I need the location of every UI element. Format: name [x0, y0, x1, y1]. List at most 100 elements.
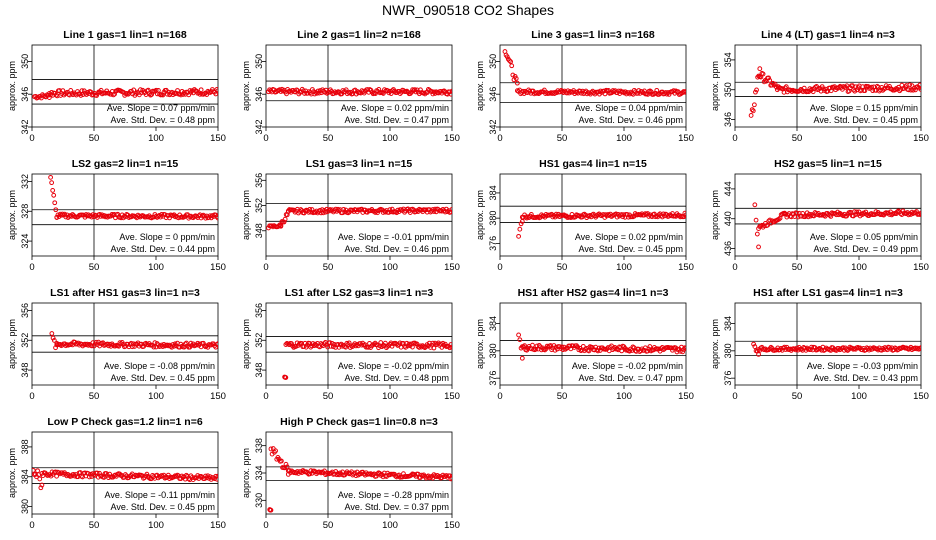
x-tick-label: 50	[557, 391, 568, 402]
x-tick-label: 100	[148, 391, 164, 402]
y-tick-label: 380	[20, 499, 30, 514]
y-tick-label: 332	[20, 174, 30, 189]
plot-frame	[265, 173, 453, 257]
x-tick-label: 50	[89, 133, 100, 144]
data-point	[918, 87, 921, 92]
data-point	[214, 87, 218, 92]
data-point	[32, 467, 36, 473]
data-point	[518, 221, 524, 227]
data-point	[283, 461, 289, 467]
chart-panel: Line 1 gas=1 lin=1 n=168 0 50 100 150 342 346 3…	[7, 29, 226, 144]
x-tick-label: 50	[557, 133, 568, 144]
std-annotation: Ave. Std. Dev. = 0.46 ppm	[345, 244, 449, 254]
data-point	[54, 214, 60, 220]
data-point	[751, 341, 756, 347]
y-tick-label: 342	[488, 119, 498, 134]
data-point	[808, 347, 813, 352]
data-point	[319, 342, 325, 348]
data-point	[654, 87, 660, 93]
data-point	[682, 210, 686, 216]
data-point	[542, 347, 548, 353]
x-tick-label: 150	[210, 133, 226, 144]
y-axis-label: approx. ppm	[475, 190, 485, 240]
data-point	[394, 210, 400, 216]
y-axis-label: approx. ppm	[241, 61, 251, 111]
chart-panel: Line 2 gas=1 lin=2 n=168 0 50 100 150 342 346 3…	[241, 29, 460, 144]
chart-panel: LS1 gas=3 lin=1 n=15 0 50 100 150 348 352 356ap…	[241, 158, 460, 273]
x-tick-label: 0	[732, 133, 737, 144]
slope-annotation: Ave. Slope = 0.15 ppm/min	[810, 103, 918, 113]
data-point	[844, 83, 850, 89]
data-point	[280, 88, 286, 94]
data-point	[343, 207, 349, 213]
plot-frame	[734, 302, 922, 386]
data-point	[906, 212, 911, 218]
plot-frame	[31, 44, 219, 128]
data-point	[205, 473, 211, 479]
data-point	[152, 340, 158, 346]
chart-panel: LS2 gas=2 lin=1 n=15 0 50 100 150 324 328 332ap…	[7, 158, 226, 273]
data-point	[33, 472, 38, 477]
slope-annotation: Ave. Slope = -0.01 ppm/min	[338, 232, 449, 242]
panel-title: HS1 gas=4 lin=1 n=15	[539, 158, 647, 170]
data-point	[169, 344, 175, 350]
x-tick-label: 50	[89, 262, 100, 273]
x-tick-label: 50	[557, 262, 568, 273]
data-point	[418, 87, 423, 93]
y-axis-label: approx. ppm	[7, 448, 17, 498]
slope-annotation: Ave. Slope = 0 ppm/min	[119, 232, 215, 242]
data-point	[656, 212, 662, 218]
chart-panel: HS1 after LS1 gas=4 lin=1 n=3 0 50 100 150 37…	[710, 287, 929, 402]
data-point	[48, 92, 53, 98]
data-point	[94, 470, 100, 476]
data-point	[449, 88, 452, 94]
data-point	[647, 344, 653, 349]
data-point	[60, 88, 66, 94]
data-point	[382, 340, 388, 346]
x-tick-label: 150	[444, 262, 460, 273]
data-point	[282, 216, 288, 222]
data-point	[624, 212, 630, 217]
y-axis-label: approx. ppm	[241, 448, 251, 498]
data-point	[50, 335, 56, 341]
data-point	[151, 344, 157, 350]
data-point	[516, 233, 521, 239]
data-point	[449, 206, 452, 212]
data-point	[449, 475, 452, 481]
x-tick-label: 50	[89, 391, 100, 402]
data-point	[918, 345, 921, 351]
std-annotation: Ave. Std. Dev. = 0.47 ppm	[345, 115, 449, 125]
data-point	[352, 341, 358, 346]
data-point	[524, 215, 530, 221]
data-points	[752, 202, 921, 250]
data-point	[436, 340, 441, 346]
x-tick-label: 100	[616, 391, 632, 402]
y-tick-label: 356	[20, 303, 30, 318]
std-annotation: Ave. Std. Dev. = 0.45 ppm	[579, 244, 683, 254]
data-point	[907, 82, 913, 88]
data-point	[215, 473, 218, 479]
chart-panel: HS1 after HS2 gas=4 lin=1 n=3 0 50 100 150 37…	[475, 287, 694, 402]
y-tick-label: 330	[254, 493, 264, 508]
x-tick-label: 100	[851, 133, 867, 144]
y-axis-label: approx. ppm	[710, 61, 720, 111]
data-point	[752, 344, 758, 349]
x-tick-label: 150	[444, 133, 460, 144]
data-point	[516, 332, 521, 338]
data-point	[917, 212, 921, 217]
data-point	[530, 342, 535, 348]
data-point	[62, 211, 68, 217]
y-tick-label: 346	[20, 87, 30, 102]
data-point	[854, 209, 860, 215]
chart-panel: Line 4 (LT) gas=1 lin=4 n=3 0 50 100 150 346 3…	[710, 29, 929, 144]
x-tick-label: 150	[210, 391, 226, 402]
x-tick-label: 150	[444, 391, 460, 402]
panel-title: HS2 gas=5 lin=1 n=15	[774, 158, 882, 170]
x-tick-label: 50	[323, 262, 334, 273]
y-axis-label: approx. ppm	[475, 61, 485, 111]
data-point	[760, 71, 766, 77]
y-tick-label: 338	[254, 438, 264, 453]
plot-frame	[31, 302, 219, 386]
data-point	[845, 348, 851, 353]
y-tick-label: 380	[488, 211, 498, 226]
